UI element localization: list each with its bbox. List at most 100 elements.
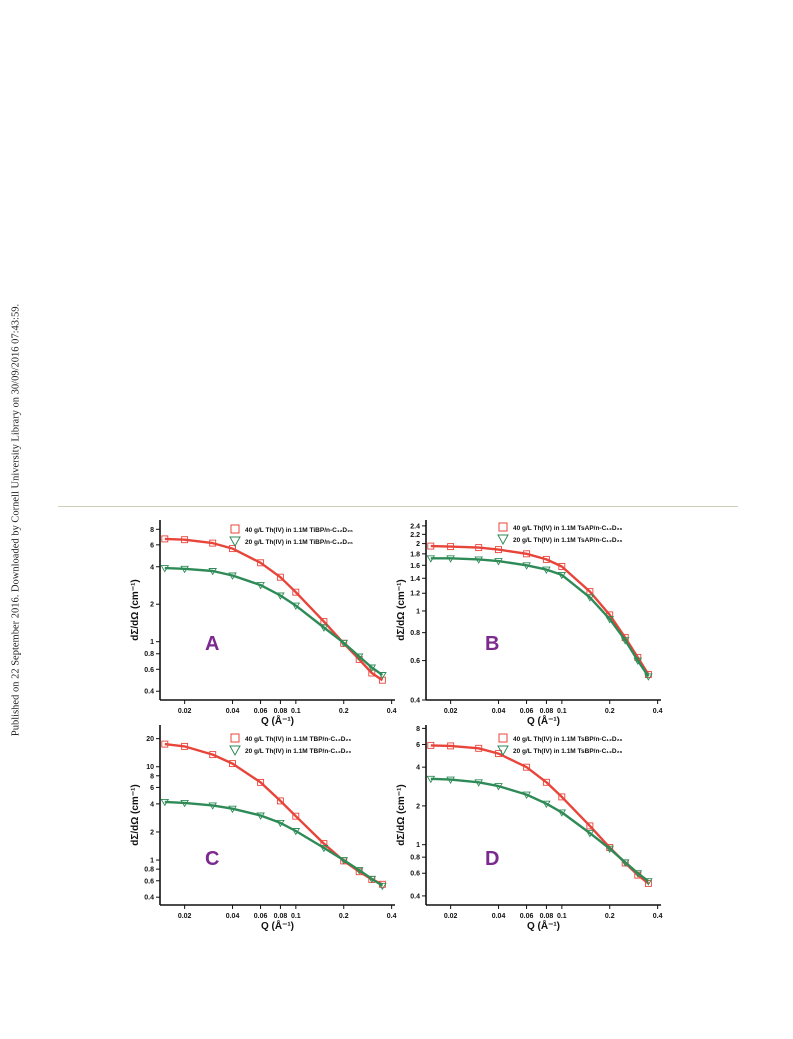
y-tick-label: 4 <box>416 765 420 772</box>
x-tick-label: 0.1 <box>557 913 567 920</box>
y-tick-label: 10 <box>146 764 154 771</box>
fit-line <box>164 800 384 887</box>
x-tick-label: 0.2 <box>605 708 615 715</box>
series-1: 40 g/L Th(IV) in 1.1M TsBP/n-C₁₂D₂₆ <box>427 733 652 887</box>
data-point-square <box>257 559 265 567</box>
legend-triangle-icon <box>497 534 509 546</box>
y-tick-label: 6 <box>416 742 420 749</box>
data-point-square <box>292 588 300 596</box>
data-point-square <box>447 742 455 750</box>
data-point-triangle <box>180 799 189 808</box>
y-tick-label: 1.6 <box>410 563 420 570</box>
y-tick-label: 0.4 <box>410 698 420 705</box>
x-tick-label: 0.08 <box>540 708 554 715</box>
y-tick-label: 0.8 <box>144 651 154 658</box>
x-tick-label: 0.2 <box>339 913 349 920</box>
y-tick-label: 8 <box>150 527 154 534</box>
data-point-triangle <box>291 828 301 836</box>
data-point-square <box>257 778 265 786</box>
chart-panel-a: 0.02 0.04 0.06 0.08 0.1 0.2 0.4 0.4 0.6 0.8 1 2 4 6 8 Q… <box>130 520 397 727</box>
data-point-square <box>209 539 217 547</box>
data-point-triangle <box>426 775 436 784</box>
x-tick-label: 0.02 <box>444 708 458 715</box>
y-tick-label: 1 <box>150 858 154 865</box>
y-tick-label: 2 <box>416 541 420 548</box>
x-tick-label: 0.04 <box>226 708 240 715</box>
y-tick-label: 6 <box>150 542 154 549</box>
fit-line <box>430 544 650 676</box>
data-point-triangle <box>522 791 531 799</box>
data-point-square <box>558 563 566 570</box>
series-2: 20 g/L Th(IV) in 1.1M TsBP/n-C₁₂D₂₆ <box>426 745 653 886</box>
legend-square-icon <box>498 522 508 532</box>
data-point-triangle <box>605 616 614 624</box>
fit-line <box>430 557 650 678</box>
data-point-triangle <box>542 800 551 809</box>
panel-letter: D <box>485 848 499 870</box>
y-tick-label: 1 <box>150 639 154 646</box>
data-point-square <box>181 742 189 750</box>
data-point-triangle <box>644 878 653 886</box>
y-tick-label: 2.2 <box>410 532 420 539</box>
data-point-triangle <box>633 870 643 878</box>
data-point-square <box>368 669 376 677</box>
x-tick-label: 0.08 <box>540 913 554 920</box>
data-point-triangle <box>605 845 614 854</box>
data-point-triangle <box>208 802 217 810</box>
panel-letter: B <box>485 633 499 655</box>
legend-square-icon <box>230 524 240 534</box>
y-tick-label: 0.8 <box>410 630 420 637</box>
x-tick-label: 0.4 <box>653 913 663 920</box>
y-tick-label: 20 <box>146 736 154 743</box>
data-point-triangle <box>319 844 329 853</box>
data-point-triangle <box>557 809 567 817</box>
data-point-triangle <box>291 602 301 610</box>
y-tick-label: 2.4 <box>410 523 420 530</box>
data-point-square <box>523 763 531 771</box>
legend-label: 40 g/L Th(IV) in 1.1M TsAP/n-C₁₂D₂₆ <box>513 525 622 532</box>
legend-label: 40 g/L Th(IV) in 1.1M TiBP/n-C₁₂D₂₆ <box>245 527 353 534</box>
data-point-triangle <box>339 857 348 865</box>
x-tick-label: 0.06 <box>520 708 534 715</box>
legend-label: 20 g/L Th(IV) in 1.1M TBP/n-C₁₂D₂₆ <box>245 748 351 755</box>
y-axis-label: dΣ/dΩ (cm⁻¹) <box>130 579 141 641</box>
data-point-triangle <box>474 779 483 787</box>
data-point-triangle <box>494 783 503 791</box>
x-tick-label: 0.04 <box>226 913 240 920</box>
legend-label: 40 g/L Th(IV) in 1.1M TBP/n-C₁₂D₂₆ <box>245 736 351 743</box>
data-point-triangle <box>474 556 483 564</box>
x-tick-label: 0.08 <box>274 913 288 920</box>
x-tick-label: 0.06 <box>254 913 268 920</box>
data-point-square <box>475 544 483 552</box>
x-tick-label: 0.2 <box>605 913 615 920</box>
data-point-square <box>495 750 502 758</box>
data-point-triangle <box>378 672 387 680</box>
x-tick-label: 0.06 <box>520 913 534 920</box>
publication-note-text: Published on 22 September 2016. Download… <box>10 303 22 737</box>
legend-label: 20 g/L Th(IV) in 1.1M TsAP/n-C₁₂D₂₆ <box>513 537 622 544</box>
x-tick-label: 0.1 <box>557 708 567 715</box>
data-point-triangle <box>585 594 595 602</box>
y-tick-label: 0.4 <box>144 895 154 902</box>
series-1: 40 g/L Th(IV) in 1.1M TsAP/n-C₁₂D₂₆ <box>427 522 652 678</box>
data-point-square <box>542 778 550 786</box>
x-tick-label: 0.04 <box>492 708 506 715</box>
y-tick-label: 0.8 <box>144 867 154 874</box>
chart-panel-b: 0.02 0.04 0.06 0.08 0.1 0.2 0.4 0.4 0.6 0.8 1 1.2 1.… <box>396 520 663 727</box>
data-point-triangle <box>319 624 329 632</box>
y-axis-label: dΣ/dΩ (cm⁻¹) <box>396 784 407 846</box>
data-point-square <box>276 797 284 805</box>
data-point-triangle <box>585 830 595 838</box>
y-tick-label: 0.6 <box>410 658 420 665</box>
x-axis-label: Q (Å⁻¹) <box>261 919 294 932</box>
data-point-square <box>229 545 236 553</box>
x-tick-label: 0.4 <box>387 913 397 920</box>
fit-line <box>430 744 650 885</box>
data-point-square <box>586 822 594 830</box>
fit-line <box>164 537 384 682</box>
data-point-triangle <box>644 673 653 681</box>
data-point-triangle <box>494 558 503 566</box>
data-point-triangle <box>542 566 551 574</box>
data-point-triangle <box>160 798 170 807</box>
data-point-triangle <box>446 776 455 784</box>
